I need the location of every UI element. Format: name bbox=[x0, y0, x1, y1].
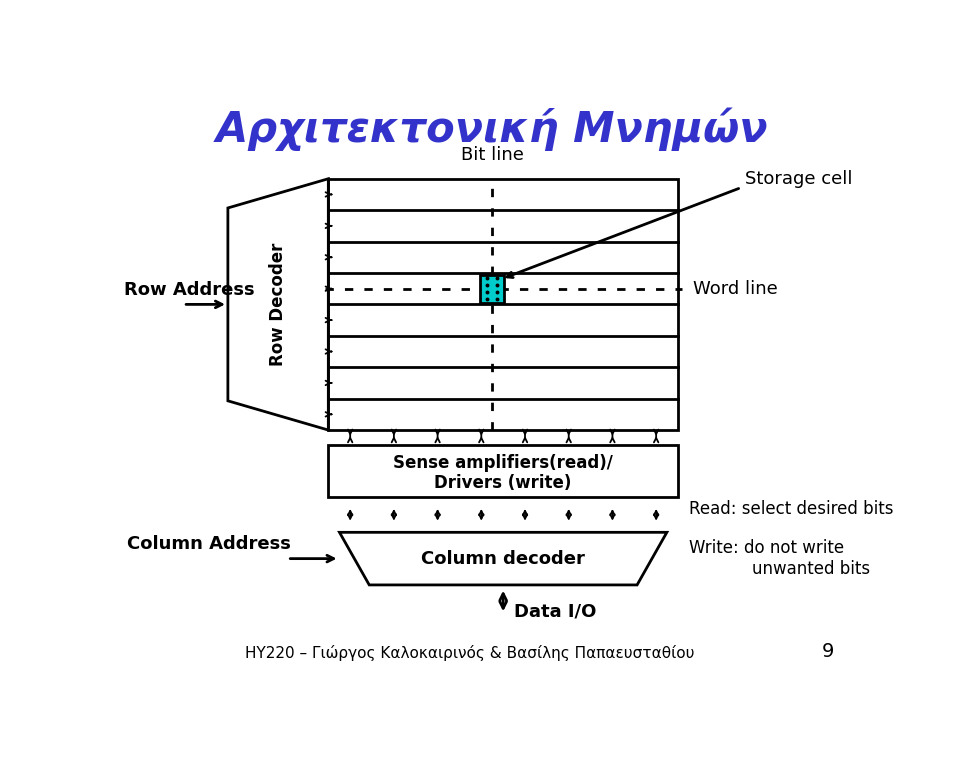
Text: Bit line: Bit line bbox=[461, 146, 523, 164]
Text: HY220 – Γιώργος Καλοκαιρινός & Βασίλης Παπαευσταθίου: HY220 – Γιώργος Καλοκαιρινός & Βασίλης Π… bbox=[245, 645, 694, 661]
Text: Column decoder: Column decoder bbox=[421, 550, 585, 568]
Text: Data I/O: Data I/O bbox=[515, 602, 597, 620]
Text: 9: 9 bbox=[822, 642, 834, 661]
Text: Column Address: Column Address bbox=[128, 535, 291, 553]
Bar bbox=[328, 179, 678, 430]
Bar bbox=[328, 445, 678, 497]
Text: Drivers (write): Drivers (write) bbox=[435, 474, 572, 492]
Text: Write: do not write
            unwanted bits: Write: do not write unwanted bits bbox=[689, 539, 871, 578]
Polygon shape bbox=[340, 532, 667, 585]
Text: Αρχιτεκτονική Μνημών: Αρχιτεκτονική Μνημών bbox=[216, 107, 768, 151]
Text: Word line: Word line bbox=[693, 279, 778, 298]
Text: Read: select desired bits: Read: select desired bits bbox=[689, 500, 894, 518]
Text: Sense amplifiers(read)/: Sense amplifiers(read)/ bbox=[394, 454, 613, 472]
Text: Row Address: Row Address bbox=[124, 281, 254, 299]
Text: Storage cell: Storage cell bbox=[745, 169, 852, 187]
Bar bbox=[480, 275, 504, 303]
Text: Row Decoder: Row Decoder bbox=[269, 243, 287, 366]
Polygon shape bbox=[228, 179, 328, 430]
